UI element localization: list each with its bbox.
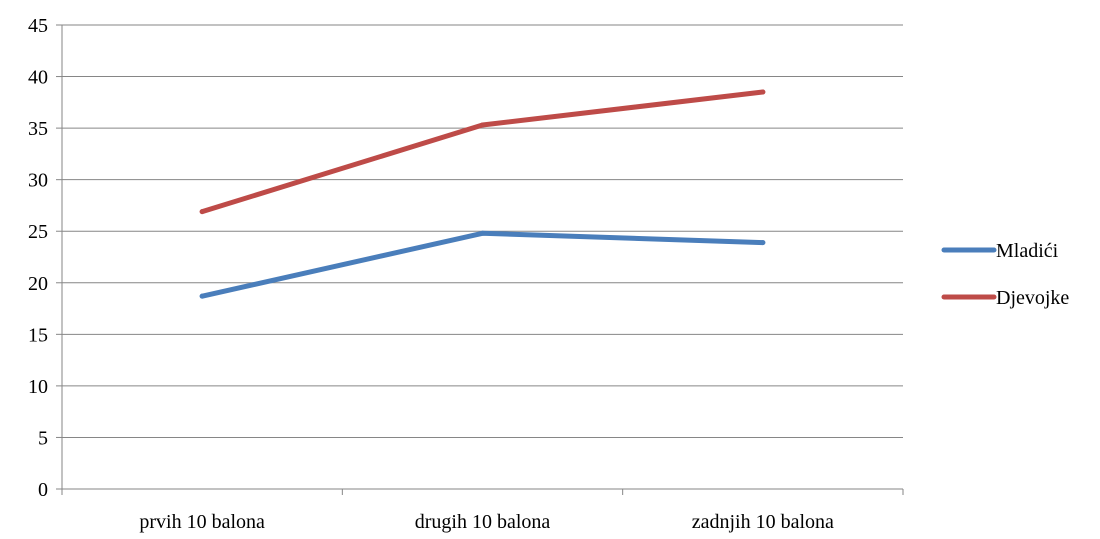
series-line-0 [199, 230, 766, 299]
y-tick-label: 45 [28, 15, 48, 37]
data-point [760, 240, 766, 246]
y-tick-label: 20 [28, 273, 48, 295]
series-line-1 [199, 89, 766, 215]
data-point [199, 293, 205, 299]
y-tick-label: 0 [38, 479, 48, 501]
series-lines [199, 89, 766, 299]
y-tick-label: 10 [28, 376, 48, 398]
x-axis-tick-labels: prvih 10 balona drugih 10 balona zadnjih 1… [139, 511, 834, 533]
y-tick-label: 25 [28, 221, 48, 243]
x-tick-label: prvih 10 balona [139, 511, 265, 533]
legend: Mladići Djevojke [941, 240, 1069, 309]
legend-label-1: Djevojke [996, 287, 1069, 309]
data-point [480, 122, 485, 128]
legend-label-0: Mladići [996, 240, 1059, 262]
axes [56, 24, 904, 495]
data-point [199, 209, 205, 215]
data-point [760, 89, 766, 95]
y-tick-label: 5 [38, 427, 48, 449]
y-tick-label: 35 [28, 118, 48, 140]
data-point [480, 230, 485, 236]
y-tick-label: 30 [28, 170, 48, 192]
y-tick-label: 15 [28, 324, 48, 346]
y-axis-tick-labels: 0 5 10 15 20 25 30 35 40 45 [28, 15, 48, 501]
x-tick-label: drugih 10 balona [415, 511, 551, 533]
y-tick-label: 40 [28, 67, 48, 89]
x-tick-label: zadnjih 10 balona [692, 511, 834, 533]
